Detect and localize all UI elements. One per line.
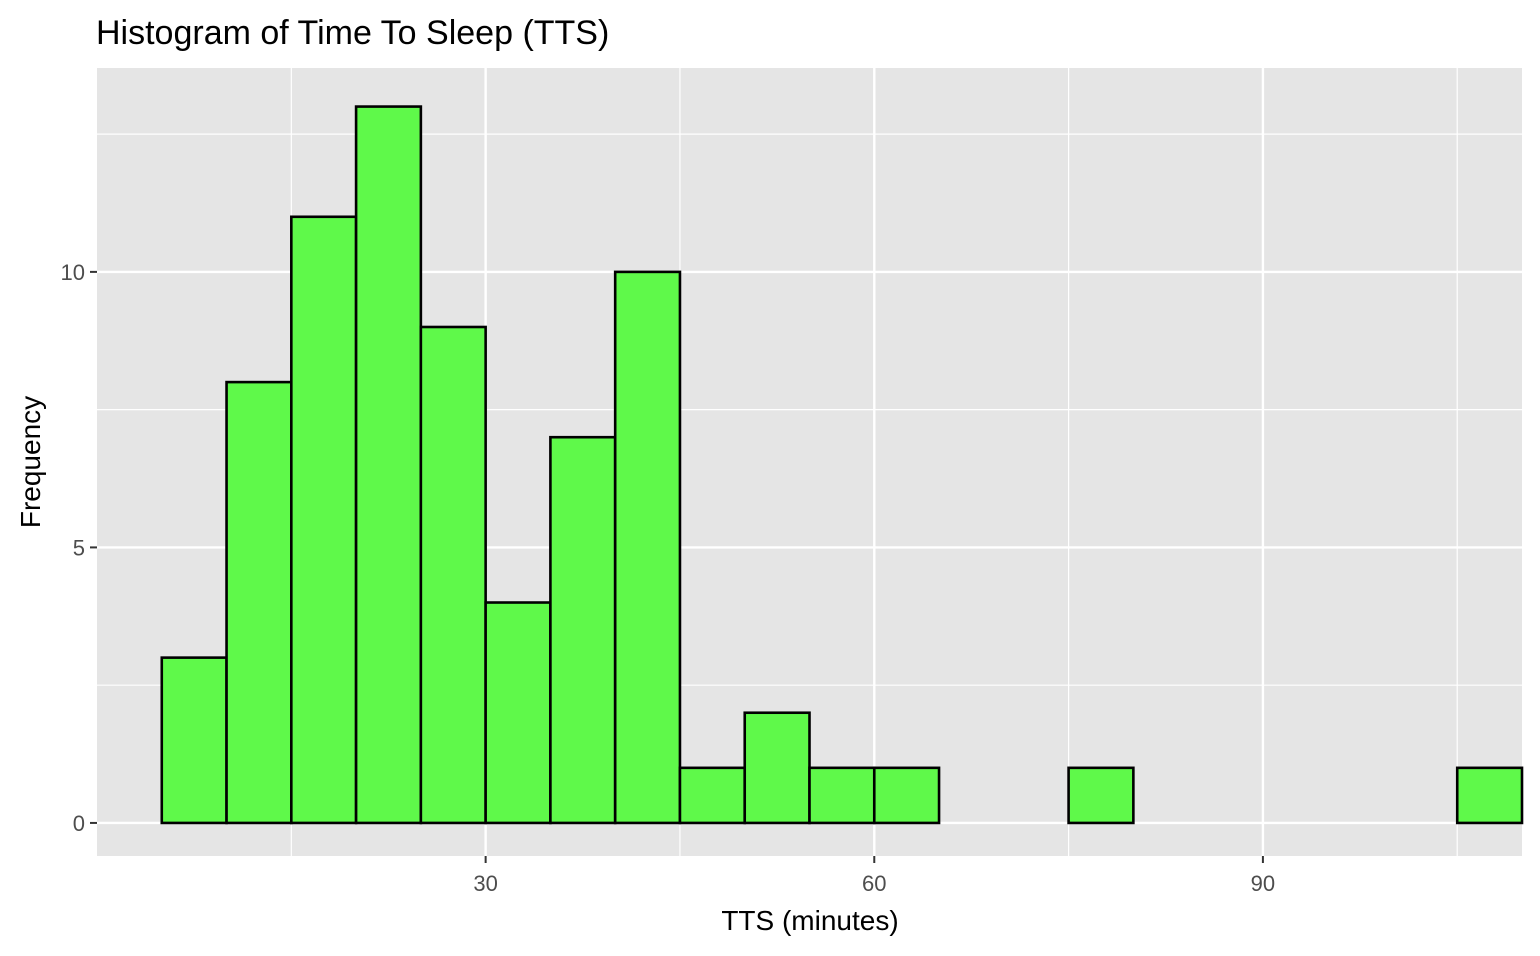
histogram-bar — [743, 711, 811, 825]
histogram-bar — [160, 656, 228, 825]
histogram-bar — [1067, 766, 1135, 825]
x-tick-label: 60 — [862, 871, 886, 896]
histogram-bars — [160, 105, 1524, 825]
x-tick-label: 90 — [1251, 871, 1275, 896]
y-axis-label: Frequency — [15, 396, 46, 528]
histogram-bar — [1455, 766, 1524, 825]
histogram-bar — [613, 270, 682, 825]
x-tick-label: 30 — [473, 871, 497, 896]
histogram-bar — [549, 435, 617, 825]
histogram-bar — [290, 215, 358, 825]
y-tick-label: 5 — [73, 535, 85, 560]
chart-title: Histogram of Time To Sleep (TTS) — [96, 14, 609, 52]
y-axis: 0 5 10 — [61, 260, 97, 836]
histogram-bar — [354, 105, 423, 825]
y-tick-label: 0 — [73, 811, 85, 836]
histogram-bar — [678, 766, 747, 825]
histogram-bar — [419, 325, 487, 825]
histogram-bar — [808, 766, 876, 825]
histogram-bar — [225, 380, 293, 825]
histogram-bar — [872, 766, 941, 825]
y-tick-label: 10 — [61, 260, 85, 285]
x-axis-label: TTS (minutes) — [721, 905, 898, 936]
x-axis: 30 60 90 — [473, 856, 1275, 896]
histogram-bar — [484, 601, 552, 825]
